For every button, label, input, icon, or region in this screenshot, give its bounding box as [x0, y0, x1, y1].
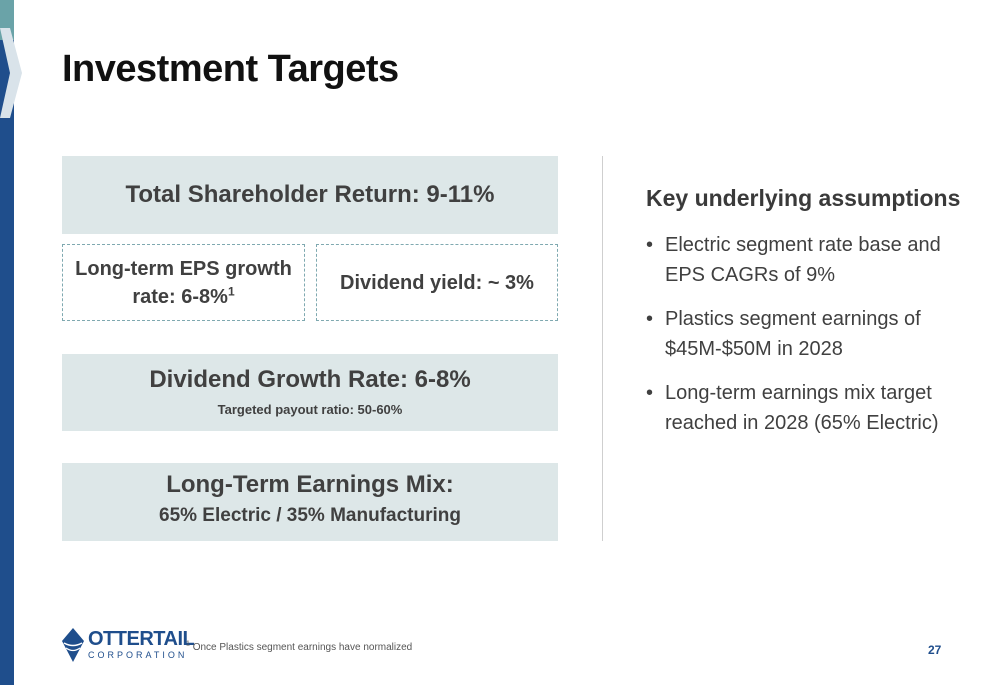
- list-item-text: Electric segment rate base and EPS CAGRs…: [665, 234, 941, 286]
- tsr-box: Total Shareholder Return: 9-11%: [62, 156, 558, 234]
- list-item: • Electric segment rate base and EPS CAGR…: [646, 230, 946, 290]
- diamond-logo-icon: [62, 628, 84, 662]
- dividend-growth-title: Dividend Growth Rate: 6-8%: [149, 366, 471, 393]
- list-item-text: Long-term earnings mix target reached in…: [665, 382, 939, 434]
- assumptions-title: Key underlying assumptions: [646, 185, 961, 211]
- earnings-mix-sub: 65% Electric / 35% Manufacturing: [159, 505, 461, 526]
- payout-ratio-text: Targeted payout ratio: 50-60%: [217, 402, 403, 417]
- eps-line1: Long-term EPS growth: [75, 257, 292, 280]
- list-item: • Long-term earnings mix target reached i…: [646, 378, 946, 438]
- page-number: 27: [928, 643, 942, 657]
- company-logo: OTTERTAIL CORPORATION: [62, 628, 195, 662]
- left-accent-bar: [0, 0, 14, 685]
- eps-footnote-marker: 1: [227, 283, 235, 298]
- chevron-decoration-icon: [0, 28, 22, 118]
- bullet-icon: •: [646, 234, 654, 256]
- divider: [602, 156, 603, 541]
- dividend-yield-box: Dividend yield: ~ 3%: [316, 244, 558, 321]
- footnote: 1 Once Plastics segment earnings have no…: [186, 640, 413, 653]
- footnote-text: Once Plastics segment earnings have norm…: [192, 642, 413, 653]
- logo-wordmark: OTTERTAIL: [88, 628, 195, 650]
- earnings-mix-title: Long-Term Earnings Mix:: [166, 471, 454, 498]
- list-item-text: Plastics segment earnings of $45M-$50M i…: [665, 308, 921, 360]
- logo-subtext: CORPORATION: [88, 650, 188, 660]
- assumptions-list: • Electric segment rate base and EPS CAGR…: [646, 230, 946, 452]
- tsr-text: Total Shareholder Return: 9-11%: [125, 181, 495, 208]
- page-title: Investment Targets: [62, 48, 399, 90]
- bullet-icon: •: [646, 308, 654, 330]
- eps-growth-box: Long-term EPS growth rate: 6-8%1: [62, 244, 305, 321]
- dividend-yield-text: Dividend yield: ~ 3%: [340, 271, 534, 294]
- earnings-mix-box: Long-Term Earnings Mix: 65% Electric / 3…: [62, 463, 558, 541]
- list-item: • Plastics segment earnings of $45M-$50M …: [646, 304, 946, 364]
- bullet-icon: •: [646, 382, 654, 404]
- dividend-growth-box: Dividend Growth Rate: 6-8% Targeted payo…: [62, 354, 558, 431]
- eps-line2: rate: 6-8%: [132, 285, 228, 308]
- footnote-marker: 1: [186, 640, 190, 648]
